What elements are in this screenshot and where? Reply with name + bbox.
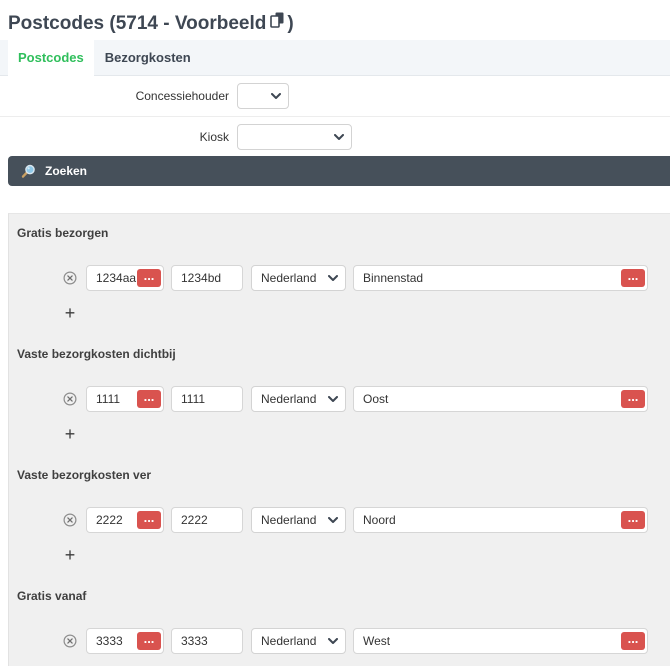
- area-name-input[interactable]: [353, 265, 648, 291]
- remove-row-icon[interactable]: [63, 271, 77, 285]
- postcode-row: ... Nederland ...: [17, 507, 662, 533]
- ellipsis-button[interactable]: ...: [621, 511, 645, 529]
- country-select[interactable]: Nederland: [251, 265, 346, 291]
- remove-row-icon[interactable]: [63, 634, 77, 648]
- kiosk-row: Kiosk: [0, 116, 670, 156]
- add-row-button[interactable]: +: [61, 424, 79, 444]
- country-select[interactable]: Nederland: [251, 386, 346, 412]
- country-select[interactable]: Nederland: [251, 628, 346, 654]
- copy-icon[interactable]: [269, 11, 286, 36]
- area-name-input[interactable]: [353, 507, 648, 533]
- remove-row-icon[interactable]: [63, 513, 77, 527]
- remove-row-icon[interactable]: [63, 392, 77, 406]
- area-name-input[interactable]: [353, 386, 648, 412]
- postcode-to-input[interactable]: [171, 386, 243, 412]
- concessiehouder-select[interactable]: [237, 83, 289, 109]
- section-heading-vaste-bezorgkosten-ver: Vaste bezorgkosten ver: [17, 468, 152, 482]
- concessiehouder-row: Concessiehouder: [0, 76, 670, 116]
- country-select[interactable]: Nederland: [251, 507, 346, 533]
- ellipsis-button[interactable]: ...: [621, 632, 645, 650]
- ellipsis-button[interactable]: ...: [137, 632, 161, 650]
- ellipsis-button[interactable]: ...: [137, 390, 161, 408]
- postcodes-panel: Gratis bezorgen ... Nederland ... + Vast…: [8, 213, 670, 666]
- postcode-to-input[interactable]: [171, 507, 243, 533]
- area-name-input[interactable]: [353, 628, 648, 654]
- add-row-button[interactable]: +: [61, 303, 79, 323]
- ellipsis-button[interactable]: ...: [621, 269, 645, 287]
- page-title: Postcodes (5714 - Voorbeeld ): [8, 11, 294, 36]
- postcode-row: ... Nederland ...: [17, 265, 662, 291]
- ellipsis-button[interactable]: ...: [137, 511, 161, 529]
- postcode-to-input[interactable]: [171, 265, 243, 291]
- ellipsis-button[interactable]: ...: [621, 390, 645, 408]
- page-header: Postcodes (5714 - Voorbeeld ): [0, 0, 670, 40]
- section-heading-gratis-bezorgen: Gratis bezorgen: [17, 226, 109, 240]
- postcode-row: ... Nederland ...: [17, 386, 662, 412]
- tab-bar: Postcodes Bezorgkosten: [0, 40, 670, 76]
- ellipsis-button[interactable]: ...: [137, 269, 161, 287]
- kiosk-label: Kiosk: [199, 129, 229, 144]
- concessiehouder-label: Concessiehouder: [135, 89, 229, 103]
- zoeken-label: Zoeken: [45, 164, 88, 178]
- page-title-text: Postcodes (5714 - Voorbeeld: [8, 12, 267, 34]
- add-row-button[interactable]: +: [61, 545, 79, 565]
- zoeken-panel-header[interactable]: Zoeken: [8, 156, 670, 186]
- kiosk-select[interactable]: [237, 123, 352, 150]
- postcode-to-input[interactable]: [171, 628, 243, 654]
- tab-bezorgkosten[interactable]: Bezorgkosten: [104, 50, 191, 65]
- postcode-row: ... Nederland ...: [17, 628, 662, 654]
- section-heading-vaste-bezorgkosten-dichtbij: Vaste bezorgkosten dichtbij: [17, 347, 176, 361]
- tab-postcodes[interactable]: Postcodes: [8, 40, 94, 76]
- section-heading-gratis-vanaf: Gratis vanaf: [17, 589, 87, 603]
- page-title-close-paren: ): [287, 12, 294, 34]
- search-icon: [21, 164, 35, 178]
